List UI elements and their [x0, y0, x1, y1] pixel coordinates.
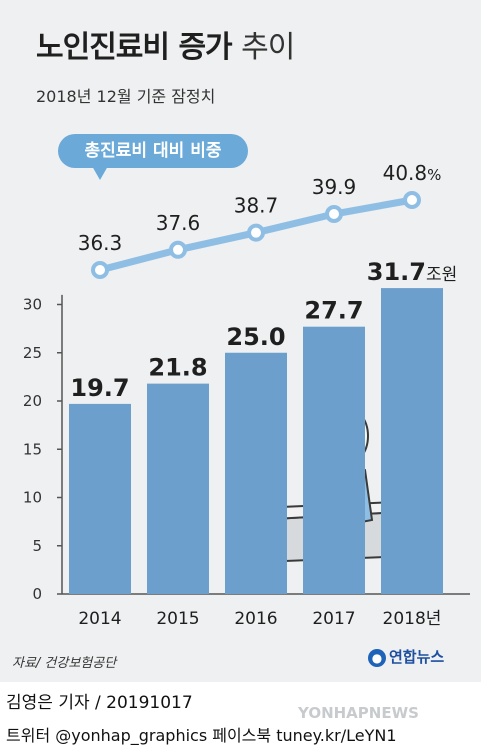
x-tick-label: 2018년 [383, 609, 442, 629]
bar-value: 21.8 [148, 354, 207, 382]
line-value: 36.3 [78, 231, 123, 255]
bar-value: 31.7 [367, 258, 426, 286]
logo-icon: ● [368, 648, 386, 667]
bar [147, 383, 209, 594]
watermark: YONHAPNEWS [298, 704, 419, 722]
bar-value: 19.7 [70, 374, 129, 402]
line-value-label: 39.9 [312, 175, 357, 199]
line-point [403, 191, 421, 209]
line-value-label: 36.3 [78, 231, 123, 255]
bar [69, 403, 131, 594]
reporter-credit: 김영은 기자 / 20191017 [6, 693, 193, 713]
chart-title: 노인진료비 증가 추이 [36, 22, 295, 66]
social-credit: 트위터 @yonhap_graphics 페이스북 tuney.kr/LeYN1 [6, 726, 397, 745]
line-value-label: 37.6 [156, 211, 201, 235]
line-point [247, 223, 265, 242]
line-value-label: 40.8% [383, 161, 442, 185]
line-point [169, 240, 187, 259]
x-tick-label: 2015 [156, 609, 199, 629]
x-tick-label: 2014 [78, 609, 121, 629]
bar-unit-label: 조원 [426, 265, 457, 285]
chart-subtitle: 2018년 12월 기준 잠정치 [36, 87, 216, 106]
line-point [91, 261, 109, 279]
bar-value: 25.0 [226, 323, 285, 351]
source-note: 자료/ 건강보험공단 [12, 656, 117, 671]
agency-logo: ● 연합뉴스 [368, 646, 444, 667]
bar [381, 288, 443, 594]
line-value: 40.8 [383, 161, 428, 185]
bar [225, 352, 287, 594]
bar-line-chart: 0 5 10 15 20 25 30 19.7 21.8 25.0 27.731.7조원 2014… [23, 161, 470, 629]
x-tick-label: 2017 [312, 609, 355, 629]
line-unit-label: % [427, 166, 441, 184]
bar-value-label: 31.7조원 [367, 258, 458, 286]
bar-value-label: 21.8 [148, 354, 207, 382]
y-tick-label: 25 [23, 344, 42, 362]
line-value: 37.6 [156, 211, 201, 235]
y-tick-label: 15 [23, 440, 42, 458]
line-value-label: 38.7 [234, 194, 279, 218]
chart-title-main: 노인진료비 증가 [36, 30, 233, 65]
y-tick-label: 0 [32, 585, 42, 603]
y-tick-label: 20 [23, 392, 42, 410]
bar-value-label: 27.7 [304, 297, 363, 325]
x-tick-label: 2016 [234, 609, 277, 629]
line-value: 38.7 [234, 194, 279, 218]
y-tick-label: 30 [23, 296, 42, 314]
y-tick-label: 10 [23, 489, 42, 507]
legend-pointer [92, 166, 108, 180]
y-tick-label: 5 [32, 537, 42, 555]
share-legend-pill: 총진료비 대비 비중 [58, 134, 248, 168]
line-point [325, 205, 343, 223]
bar-value-label: 19.7 [70, 374, 129, 402]
line-value: 39.9 [312, 175, 357, 199]
chart-title-tail: 추이 [241, 30, 295, 65]
bar-value: 27.7 [304, 297, 363, 325]
bar [303, 326, 365, 594]
bar-value-label: 25.0 [226, 323, 285, 351]
logo-text: 연합뉴스 [389, 648, 445, 666]
